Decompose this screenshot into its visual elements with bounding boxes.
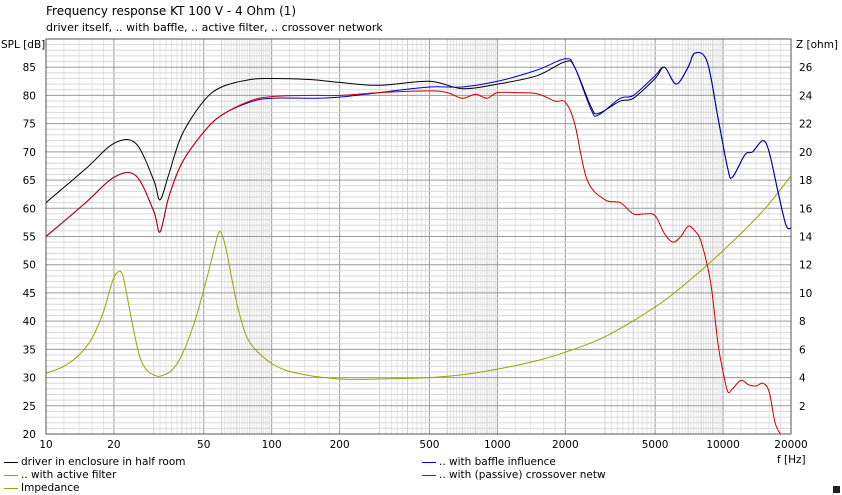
x-tick-label: 20000 [774, 439, 807, 451]
y2-tick-label: 2 [799, 401, 806, 413]
legend-label-crossover: .. with (passive) crossover netw [439, 469, 606, 481]
y2-tick-label: 16 [799, 203, 813, 215]
y2-tick-label: 8 [799, 316, 806, 328]
y2-tick-label: 18 [799, 175, 812, 187]
y-tick-label: 85 [23, 62, 36, 74]
y-tick-label: 80 [23, 90, 36, 102]
legend-swatch-active-filter [4, 474, 18, 476]
y-tick-label: 30 [23, 373, 36, 385]
x-tick-label: 10 [39, 439, 52, 451]
legend-swatch-impedance [4, 487, 18, 489]
y2-axis-label: Z [ohm] [796, 39, 838, 51]
y-tick-label: 35 [23, 344, 36, 356]
legend-item-active-filter: .. with active filter [4, 469, 116, 481]
legend-item-crossover: .. with (passive) crossover netw [422, 469, 606, 481]
series-line-crossover [46, 90, 782, 434]
x-tick-label: 5000 [642, 439, 669, 451]
chart-title: Frequency response KT 100 V - 4 Ohm (1) [46, 4, 297, 18]
y2-tick-label: 12 [799, 260, 812, 272]
x-tick-label: 50 [197, 439, 210, 451]
x-tick-label: 10000 [706, 439, 739, 451]
x-axis-label: f [Hz] [777, 454, 806, 466]
x-tick-label: 20 [107, 439, 120, 451]
legend-item-impedance: Impedance [4, 482, 79, 494]
x-tick-label: 2000 [552, 439, 579, 451]
legend-label-impedance: Impedance [21, 482, 80, 494]
series-line-impedance [46, 175, 791, 380]
y2-tick-label: 26 [799, 62, 813, 74]
y-tick-label: 20 [23, 429, 36, 441]
y-tick-label: 55 [23, 232, 36, 244]
y2-tick-label: 22 [799, 119, 812, 131]
legend-label-driver: driver in enclosure in half room [21, 456, 186, 468]
y2-tick-label: 14 [799, 232, 813, 244]
legend-item-driver: driver in enclosure in half room [4, 456, 186, 468]
y-tick-label: 70 [23, 147, 36, 159]
y-tick-label: 60 [23, 203, 36, 215]
y-tick-label: 75 [23, 119, 36, 131]
resize-grip[interactable] [833, 486, 840, 493]
y-tick-label: 40 [23, 316, 36, 328]
y-tick-label: 45 [23, 288, 36, 300]
x-tick-label: 1000 [484, 439, 511, 451]
y2-tick-label: 24 [799, 90, 813, 102]
y2-tick-label: 10 [799, 288, 812, 300]
legend-swatch-crossover [422, 474, 436, 476]
legend-label-active-filter: .. with active filter [21, 469, 117, 481]
legend-swatch-baffle [422, 461, 436, 463]
x-tick-label: 200 [330, 439, 350, 451]
x-tick-label: 100 [262, 439, 282, 451]
y-tick-label: 65 [23, 175, 36, 187]
chart-subtitle: driver itself, .. with baffle, .. active… [46, 21, 383, 34]
y-tick-label: 50 [23, 260, 36, 272]
y2-tick-label: 6 [799, 344, 806, 356]
y-axis-label: SPL [dB] [1, 39, 45, 51]
legend-item-baffle: .. with baffle influence [422, 456, 556, 468]
y2-tick-label: 20 [799, 147, 812, 159]
x-tick-label: 500 [419, 439, 439, 451]
legend-swatch-driver [4, 461, 18, 463]
y2-tick-label: 4 [799, 373, 806, 385]
legend-label-baffle: .. with baffle influence [439, 456, 556, 468]
y-tick-label: 25 [23, 401, 36, 413]
